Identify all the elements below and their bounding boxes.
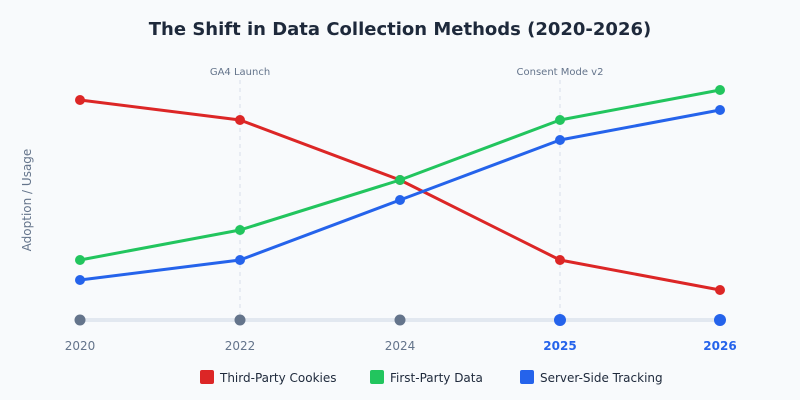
data-point[interactable] (75, 255, 85, 265)
legend-item[interactable]: Server-Side Tracking (520, 370, 663, 385)
legend-swatch (200, 370, 214, 384)
legend-label: Third-Party Cookies (219, 371, 337, 385)
x-tick-label: 2020 (65, 339, 96, 353)
data-point[interactable] (555, 135, 565, 145)
data-point[interactable] (75, 95, 85, 105)
timeline-dot (554, 314, 566, 326)
data-point[interactable] (235, 255, 245, 265)
x-tick-label: 2022 (225, 339, 256, 353)
legend-label: First-Party Data (390, 371, 483, 385)
data-point[interactable] (555, 115, 565, 125)
annotation-label: Consent Mode v2 (517, 67, 604, 78)
x-tick-label: 2025 (543, 339, 576, 353)
data-point[interactable] (715, 105, 725, 115)
x-tick-label: 2026 (703, 339, 736, 353)
data-point[interactable] (715, 285, 725, 295)
x-tick-label: 2024 (385, 339, 416, 353)
legend-label: Server-Side Tracking (540, 371, 663, 385)
legend-swatch (370, 370, 384, 384)
data-point[interactable] (555, 255, 565, 265)
chart-title: The Shift in Data Collection Methods (20… (149, 19, 651, 40)
legend-item[interactable]: Third-Party Cookies (200, 370, 337, 385)
data-point[interactable] (235, 115, 245, 125)
data-point[interactable] (715, 85, 725, 95)
legend-swatch (520, 370, 534, 384)
data-point[interactable] (395, 195, 405, 205)
timeline-dot (394, 314, 406, 326)
timeline-dot (74, 314, 86, 326)
data-point[interactable] (395, 175, 405, 185)
legend-item[interactable]: First-Party Data (370, 370, 483, 385)
data-point[interactable] (75, 275, 85, 285)
y-axis-label: Adoption / Usage (20, 149, 34, 252)
data-point[interactable] (235, 225, 245, 235)
timeline-dot (714, 314, 726, 326)
annotation-label: GA4 Launch (210, 67, 270, 78)
timeline-dot (234, 314, 246, 326)
